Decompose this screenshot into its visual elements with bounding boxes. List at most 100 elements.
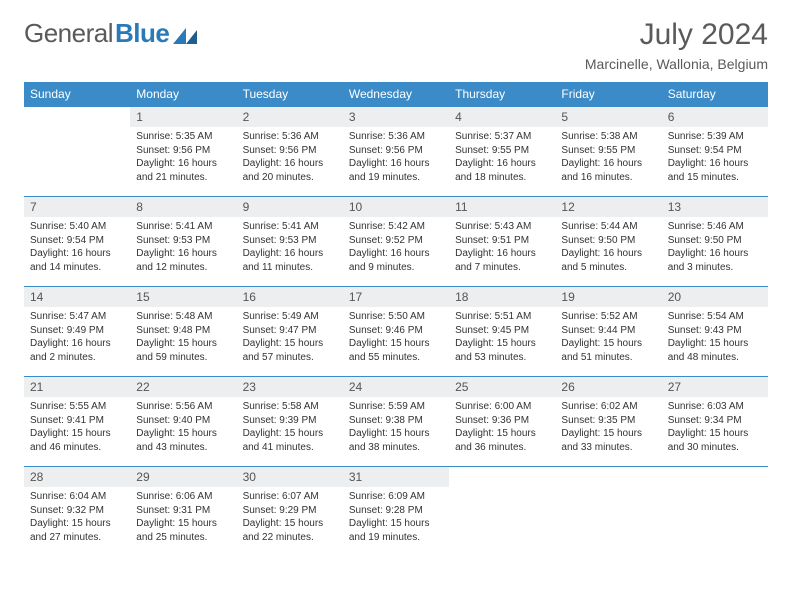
day-number: 19 [555,287,661,308]
daylight-text: Daylight: 15 hours and 59 minutes. [136,337,230,364]
sunrise-text: Sunrise: 5:49 AM [243,310,337,324]
sunrise-text: Sunrise: 6:06 AM [136,490,230,504]
sunrise-text: Sunrise: 5:44 AM [561,220,655,234]
day-number: 28 [24,467,130,488]
day-cell: Sunrise: 5:54 AMSunset: 9:43 PMDaylight:… [662,307,768,377]
sunset-text: Sunset: 9:36 PM [455,414,549,428]
sunset-text: Sunset: 9:55 PM [561,144,655,158]
sunrise-text: Sunrise: 5:36 AM [243,130,337,144]
day-number: 31 [343,467,449,488]
sunrise-text: Sunrise: 6:03 AM [668,400,762,414]
daylight-text: Daylight: 16 hours and 9 minutes. [349,247,443,274]
daynum-row: 21222324252627 [24,377,768,398]
day-data-row: Sunrise: 5:55 AMSunset: 9:41 PMDaylight:… [24,397,768,467]
daylight-text: Daylight: 16 hours and 7 minutes. [455,247,549,274]
day-cell: Sunrise: 6:06 AMSunset: 9:31 PMDaylight:… [130,487,236,556]
weekday-header: Saturday [662,82,768,107]
day-number: 15 [130,287,236,308]
day-cell: Sunrise: 5:41 AMSunset: 9:53 PMDaylight:… [237,217,343,287]
day-number: 24 [343,377,449,398]
sunset-text: Sunset: 9:55 PM [455,144,549,158]
sunrise-text: Sunrise: 5:52 AM [561,310,655,324]
sunset-text: Sunset: 9:49 PM [30,324,124,338]
daylight-text: Daylight: 15 hours and 25 minutes. [136,517,230,544]
sunset-text: Sunset: 9:50 PM [561,234,655,248]
sunset-text: Sunset: 9:48 PM [136,324,230,338]
logo-text-2: Blue [115,18,169,49]
day-cell [449,487,555,556]
sunrise-text: Sunrise: 5:37 AM [455,130,549,144]
day-cell: Sunrise: 6:09 AMSunset: 9:28 PMDaylight:… [343,487,449,556]
day-number: 14 [24,287,130,308]
day-cell: Sunrise: 5:43 AMSunset: 9:51 PMDaylight:… [449,217,555,287]
day-cell: Sunrise: 5:49 AMSunset: 9:47 PMDaylight:… [237,307,343,377]
weekday-header-row: Sunday Monday Tuesday Wednesday Thursday… [24,82,768,107]
calendar-table: Sunday Monday Tuesday Wednesday Thursday… [24,82,768,556]
sunset-text: Sunset: 9:54 PM [30,234,124,248]
day-cell: Sunrise: 5:42 AMSunset: 9:52 PMDaylight:… [343,217,449,287]
daylight-text: Daylight: 16 hours and 2 minutes. [30,337,124,364]
day-cell: Sunrise: 5:37 AMSunset: 9:55 PMDaylight:… [449,127,555,197]
sunset-text: Sunset: 9:53 PM [136,234,230,248]
day-cell [662,487,768,556]
daylight-text: Daylight: 16 hours and 12 minutes. [136,247,230,274]
day-cell: Sunrise: 5:56 AMSunset: 9:40 PMDaylight:… [130,397,236,467]
day-number: 13 [662,197,768,218]
day-number: 29 [130,467,236,488]
sunrise-text: Sunrise: 6:02 AM [561,400,655,414]
daylight-text: Daylight: 15 hours and 41 minutes. [243,427,337,454]
sunset-text: Sunset: 9:32 PM [30,504,124,518]
daylight-text: Daylight: 15 hours and 36 minutes. [455,427,549,454]
day-cell [24,127,130,197]
daylight-text: Daylight: 15 hours and 46 minutes. [30,427,124,454]
month-title: July 2024 [585,18,768,52]
sunrise-text: Sunrise: 6:00 AM [455,400,549,414]
daylight-text: Daylight: 15 hours and 22 minutes. [243,517,337,544]
sunset-text: Sunset: 9:47 PM [243,324,337,338]
sunset-text: Sunset: 9:54 PM [668,144,762,158]
day-number: 18 [449,287,555,308]
header: GeneralBlue July 2024 Marcinelle, Wallon… [24,18,768,72]
day-cell [555,487,661,556]
sunset-text: Sunset: 9:44 PM [561,324,655,338]
sunrise-text: Sunrise: 5:41 AM [243,220,337,234]
day-cell: Sunrise: 5:50 AMSunset: 9:46 PMDaylight:… [343,307,449,377]
daylight-text: Daylight: 16 hours and 19 minutes. [349,157,443,184]
sunset-text: Sunset: 9:28 PM [349,504,443,518]
day-number [555,467,661,488]
sunrise-text: Sunrise: 5:35 AM [136,130,230,144]
sunrise-text: Sunrise: 5:58 AM [243,400,337,414]
daylight-text: Daylight: 15 hours and 27 minutes. [30,517,124,544]
daylight-text: Daylight: 16 hours and 21 minutes. [136,157,230,184]
sunset-text: Sunset: 9:35 PM [561,414,655,428]
day-cell: Sunrise: 5:47 AMSunset: 9:49 PMDaylight:… [24,307,130,377]
sunset-text: Sunset: 9:38 PM [349,414,443,428]
sunset-text: Sunset: 9:56 PM [243,144,337,158]
day-cell: Sunrise: 6:07 AMSunset: 9:29 PMDaylight:… [237,487,343,556]
day-number: 12 [555,197,661,218]
day-cell: Sunrise: 5:55 AMSunset: 9:41 PMDaylight:… [24,397,130,467]
weekday-header: Friday [555,82,661,107]
daylight-text: Daylight: 16 hours and 5 minutes. [561,247,655,274]
day-number: 7 [24,197,130,218]
title-block: July 2024 Marcinelle, Wallonia, Belgium [585,18,768,72]
sunset-text: Sunset: 9:43 PM [668,324,762,338]
sunrise-text: Sunrise: 5:54 AM [668,310,762,324]
sunset-text: Sunset: 9:39 PM [243,414,337,428]
day-number [662,467,768,488]
day-cell: Sunrise: 6:02 AMSunset: 9:35 PMDaylight:… [555,397,661,467]
weekday-header: Monday [130,82,236,107]
daylight-text: Daylight: 15 hours and 53 minutes. [455,337,549,364]
day-cell: Sunrise: 6:03 AMSunset: 9:34 PMDaylight:… [662,397,768,467]
day-cell: Sunrise: 5:51 AMSunset: 9:45 PMDaylight:… [449,307,555,377]
day-number: 2 [237,107,343,128]
location: Marcinelle, Wallonia, Belgium [585,56,768,72]
day-number: 5 [555,107,661,128]
day-number: 23 [237,377,343,398]
day-number: 22 [130,377,236,398]
sunset-text: Sunset: 9:45 PM [455,324,549,338]
sunrise-text: Sunrise: 5:40 AM [30,220,124,234]
weekday-header: Tuesday [237,82,343,107]
day-number: 10 [343,197,449,218]
daylight-text: Daylight: 16 hours and 3 minutes. [668,247,762,274]
